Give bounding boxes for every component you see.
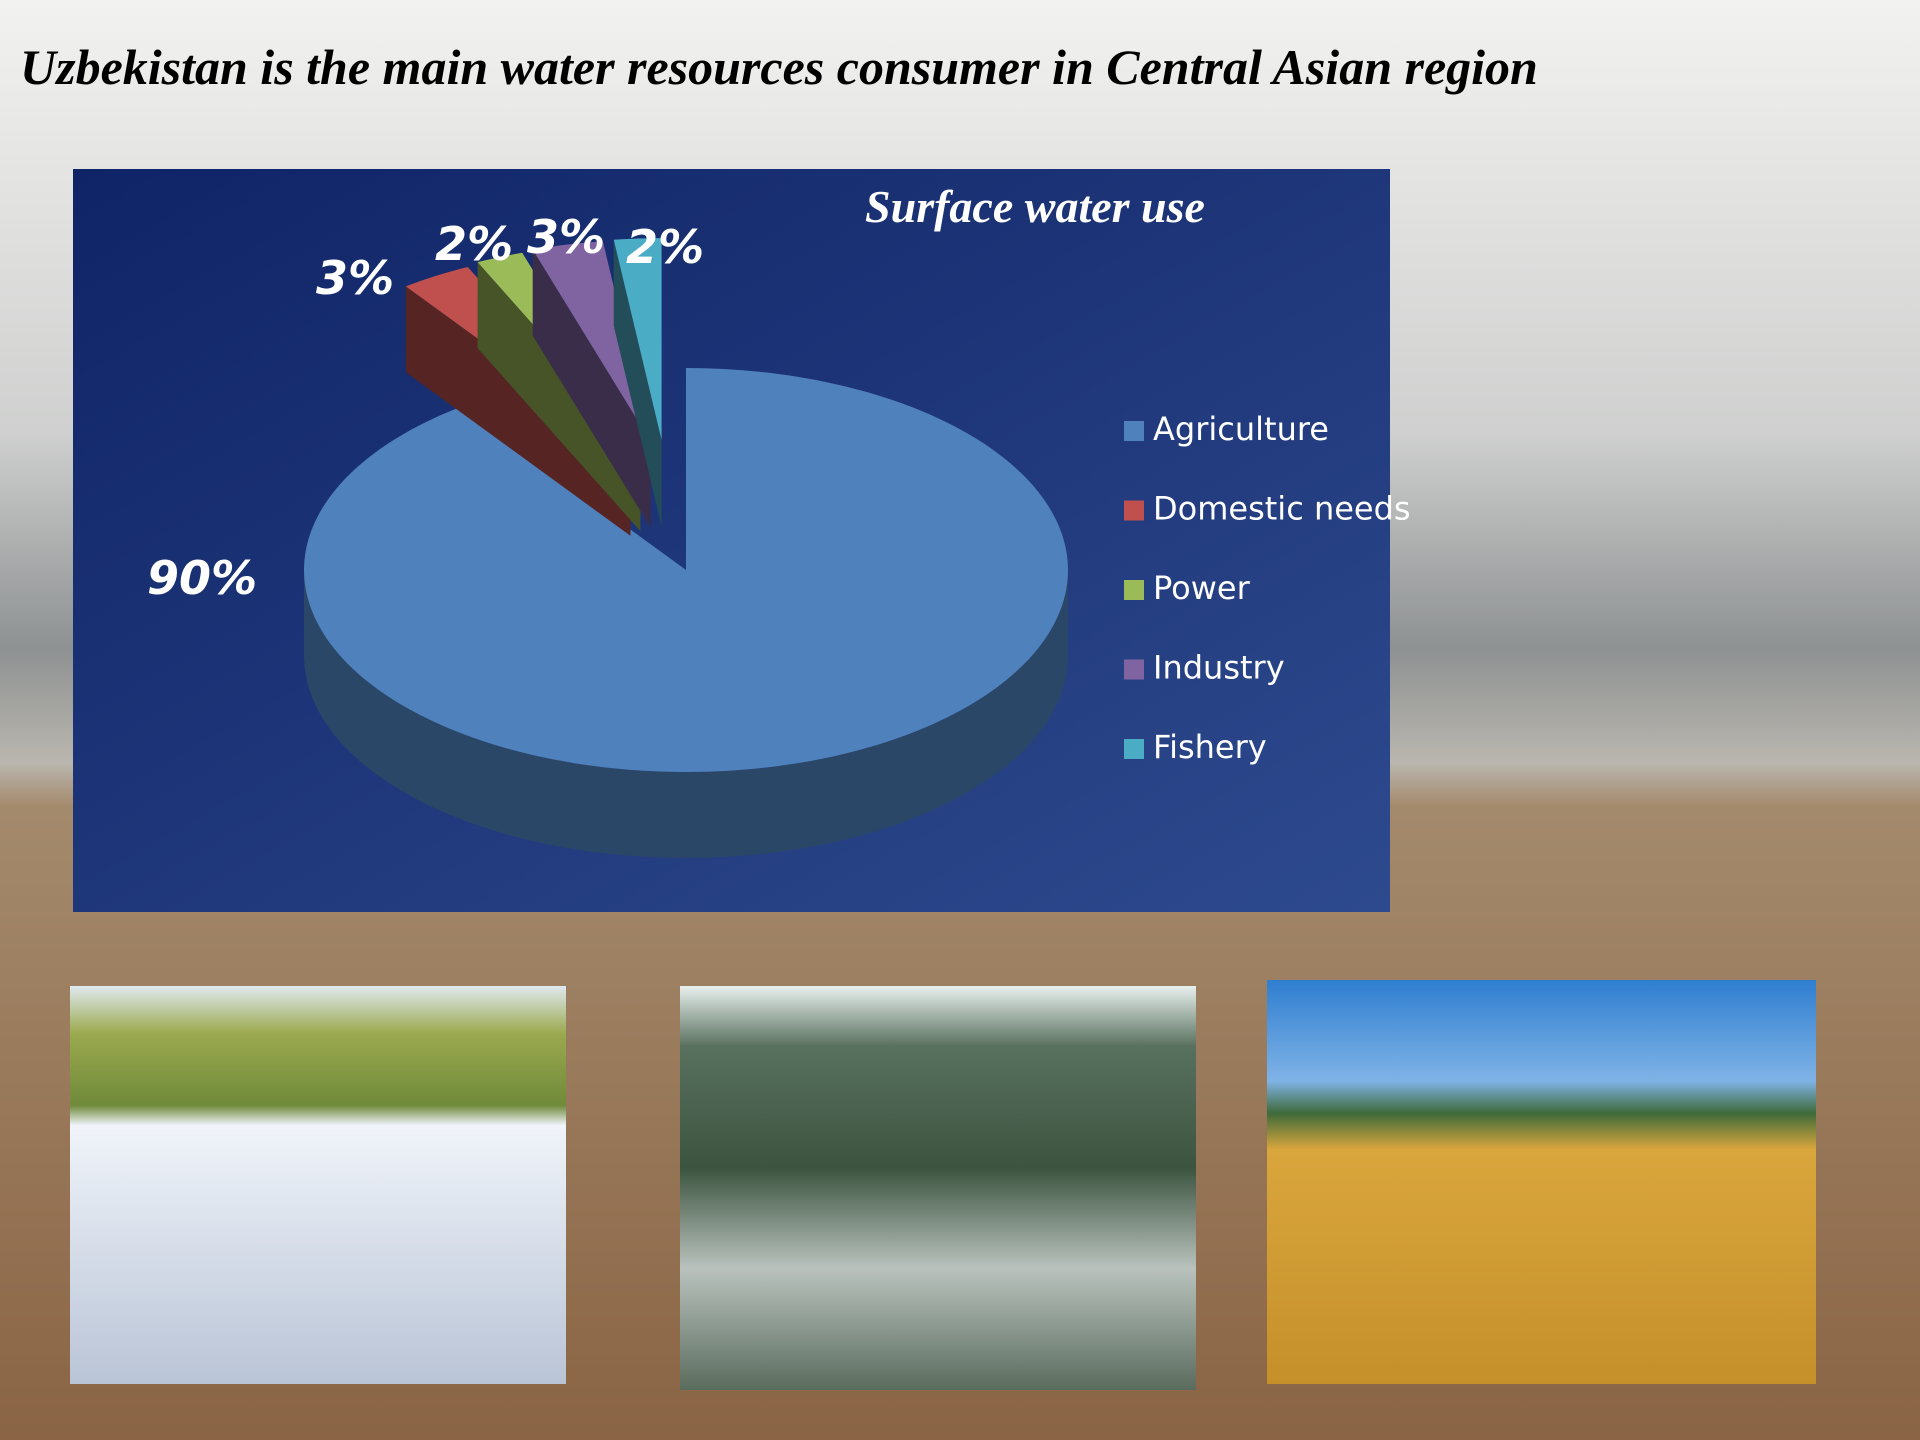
legend-swatch — [1124, 739, 1144, 759]
legend-label: Power — [1153, 569, 1251, 607]
slice-side — [304, 570, 1068, 858]
value-label: 3% — [316, 251, 394, 305]
photo-cotton — [70, 986, 566, 1384]
slice — [304, 368, 1068, 772]
slice-face — [613, 239, 662, 527]
slide-title: Uzbekistan is the main water resources c… — [20, 39, 1538, 95]
slice — [532, 241, 651, 442]
slice-face — [405, 286, 631, 536]
legend-label: Industry — [1153, 649, 1285, 687]
legend: Agriculture Domestic needs Power Industry Fi… — [1124, 410, 1411, 766]
value-label: 2% — [626, 220, 704, 274]
slice-face — [532, 249, 651, 528]
value-label: 3% — [527, 210, 605, 264]
pie: 90% 3% 2% 3% 2% — [147, 210, 1068, 858]
photo-wheat — [1267, 980, 1816, 1384]
value-label: 90% — [147, 551, 257, 605]
value-label: 2% — [435, 217, 513, 271]
legend-label: Domestic needs — [1153, 490, 1411, 528]
legend-swatch — [1124, 421, 1144, 441]
legend-label: Agriculture — [1153, 410, 1329, 448]
photo-irrigation — [680, 986, 1196, 1390]
chart-title: Surface water use — [865, 181, 1205, 232]
legend-swatch — [1124, 580, 1144, 600]
legend-swatch — [1124, 500, 1144, 521]
slice — [613, 238, 662, 441]
legend-swatch — [1124, 659, 1144, 680]
legend-label: Fishery — [1153, 728, 1267, 766]
